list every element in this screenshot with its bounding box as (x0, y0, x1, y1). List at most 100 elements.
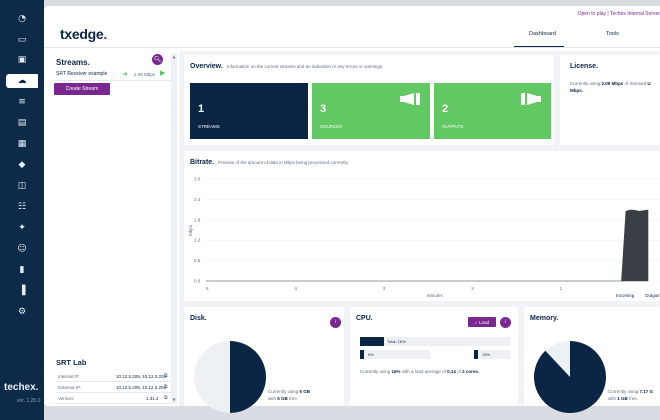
streams-count: 1 (198, 103, 205, 115)
create-stream-button[interactable]: Create Stream (54, 83, 110, 95)
scroll-down-icon[interactable]: ▼ (172, 397, 176, 402)
cpu-total-fill (360, 337, 384, 346)
license-card: License. Currently using 2.09 Mbps of li… (560, 55, 660, 145)
y-tick-label: 1.2 (194, 238, 201, 243)
bitrate-title: Bitrate. Preview of the amount of data in… (190, 159, 349, 166)
active-tab-indicator (514, 46, 564, 48)
scroll-up-icon[interactable]: ▲ (172, 54, 176, 59)
lab-key: External IP: (58, 385, 82, 390)
version-label: ver. 1.25.0 (17, 398, 41, 404)
output-icon (521, 93, 541, 105)
sources-tile[interactable]: 3 SOURCES (312, 83, 430, 139)
cpu-card: CPU. ↕ Load i Total: 16% 0% 13% Currently… (350, 307, 518, 406)
columns-icon[interactable]: ◫ (17, 181, 27, 191)
app-logo[interactable]: txedge. (60, 26, 107, 42)
load-button[interactable]: ↕ Load (468, 317, 496, 327)
tab-dashboard[interactable]: Dashboard (529, 31, 556, 37)
outputs-tile-label: OUTPUTS (442, 124, 464, 129)
bitrate-chart: 3.0 2.4 1.8 1.2 0.6 0.0 5 4 3 2 1 Mbps Minutes Incomi… (188, 177, 660, 298)
cpu-core-bar: 13% (474, 350, 510, 359)
disk-title: Disk. (190, 315, 207, 322)
lab-row: External IP: 10.12.5.209, 10.12.3.202 ⧉ (56, 382, 173, 393)
y-tick-label: 3.0 (194, 177, 201, 182)
copy-icon[interactable]: ⧉ (164, 373, 168, 379)
lab-row: Version: 1.31.2 ⧉ (56, 393, 173, 404)
stream-item[interactable]: SRT Receiver example ➜ 2.09 Mbps ▶ (54, 69, 171, 81)
streams-tile[interactable]: 1 STREAMS (190, 83, 308, 139)
lab-key: Version: (58, 396, 75, 401)
lab-value: 10.12.5.209, 10.12.3.202 (116, 385, 167, 390)
server-link[interactable]: Open to play | Techex Internal Server (577, 11, 660, 17)
users-icon[interactable]: ☺ (17, 244, 27, 254)
gift-icon[interactable]: ✦ (18, 223, 26, 233)
cpu-core-fill (474, 350, 478, 359)
list-icon[interactable]: ≡ (18, 97, 26, 107)
lab-value: 1.31.2 (146, 396, 159, 401)
bitrate-card: Bitrate. Preview of the amount of data in… (184, 151, 660, 301)
settings-icon[interactable]: ⚙ (17, 307, 27, 317)
input-arrow-icon: ➜ (122, 70, 128, 78)
legend-label: Incoming (616, 293, 635, 298)
series-area-incoming (206, 209, 649, 282)
disk-card: Disk. i Currently using 5 GB with 5 GB fr… (184, 307, 344, 413)
copy-icon[interactable]: ⧉ (164, 384, 168, 390)
cloud-icon[interactable]: ☁ (6, 74, 38, 88)
hierarchy-icon[interactable]: ☷ (17, 202, 27, 212)
y-tick-label: 2.4 (194, 197, 201, 202)
y-tick-label: 0.0 (194, 279, 201, 284)
folder-icon[interactable]: ▮ (19, 265, 25, 275)
brand-logo: techex. (4, 382, 39, 393)
cpu-core-label: 13% (482, 352, 491, 357)
x-tick-label: 1 (560, 286, 563, 291)
icon-rail: ◔ ▭ ▣ ☁ ≡ ▤ ▦ ◆ ◫ ☷ ✦ ☺ ▮ ▐ ⚙ (0, 0, 44, 420)
cpu-total-label: Total: 16% (387, 339, 406, 344)
disk-used-slice (230, 341, 266, 413)
x-tick-label: 4 (294, 286, 297, 291)
memory-used-slice (534, 341, 606, 413)
cpu-usage-text: Currently using 16% with a load average … (360, 369, 480, 374)
stream-rate: 2.09 Mbps (134, 71, 156, 77)
x-tick-label: 5 (206, 286, 209, 291)
cpu-core-fill (360, 350, 364, 359)
legend-label: Outgoing (645, 293, 660, 298)
disk-info-icon[interactable]: i (330, 317, 341, 328)
lab-value: 10.12.5.209, 10.12.3.202 (116, 374, 167, 379)
disk-pie (194, 341, 266, 413)
cpu-core-label: 0% (368, 352, 374, 357)
source-icon (400, 93, 420, 105)
calendar-icon[interactable]: ▦ (17, 139, 27, 149)
output-arrow-icon: ▶ (160, 69, 166, 77)
main-panel: txedge. Open to play | Techex Internal S… (44, 6, 660, 413)
search-icon[interactable]: 🔍︎ (152, 54, 163, 65)
srt-lab-info: SRT Lab Internal IP: 10.12.5.209, 10.12.… (56, 358, 173, 404)
bar-chart-icon[interactable]: ▐ (18, 286, 26, 296)
lab-key: Internal IP: (58, 374, 80, 379)
sources-count: 3 (320, 103, 327, 115)
laptop-icon[interactable]: ▣ (17, 55, 27, 65)
cpu-total-bar: Total: 16% (360, 337, 510, 346)
dashboard-icon[interactable]: ◔ (18, 14, 26, 24)
header-divider (44, 47, 660, 48)
overview-title: Overview. Information on the current stre… (190, 63, 384, 70)
memory-pie (534, 341, 606, 413)
copy-icon[interactable]: ⧉ (164, 395, 168, 401)
license-title: License. (570, 63, 599, 70)
tab-tools[interactable]: Tools (606, 31, 619, 37)
streams-scrollbar[interactable]: ▲ ▼ (171, 53, 177, 404)
lab-row: Internal IP: 10.12.5.209, 10.12.3.202 ⧉ (56, 371, 173, 382)
router-icon[interactable]: ▭ (17, 35, 27, 45)
outputs-tile[interactable]: 2 OUTPUTS (434, 83, 551, 139)
cpu-info-icon[interactable]: i (500, 317, 511, 328)
streams-panel: Streams. 🔍︎ SRT Receiver example ➜ 2.09 … (50, 53, 173, 404)
cpu-core-bar: 0% (360, 350, 430, 359)
tag-icon[interactable]: ◆ (18, 160, 26, 170)
streams-tile-label: STREAMS (198, 124, 220, 129)
layers-icon[interactable]: ▤ (17, 118, 27, 128)
y-axis-title: Mbps (188, 224, 193, 236)
dashboard-content: Overview. Information on the current stre… (179, 51, 660, 413)
y-tick-label: 1.8 (194, 217, 201, 222)
